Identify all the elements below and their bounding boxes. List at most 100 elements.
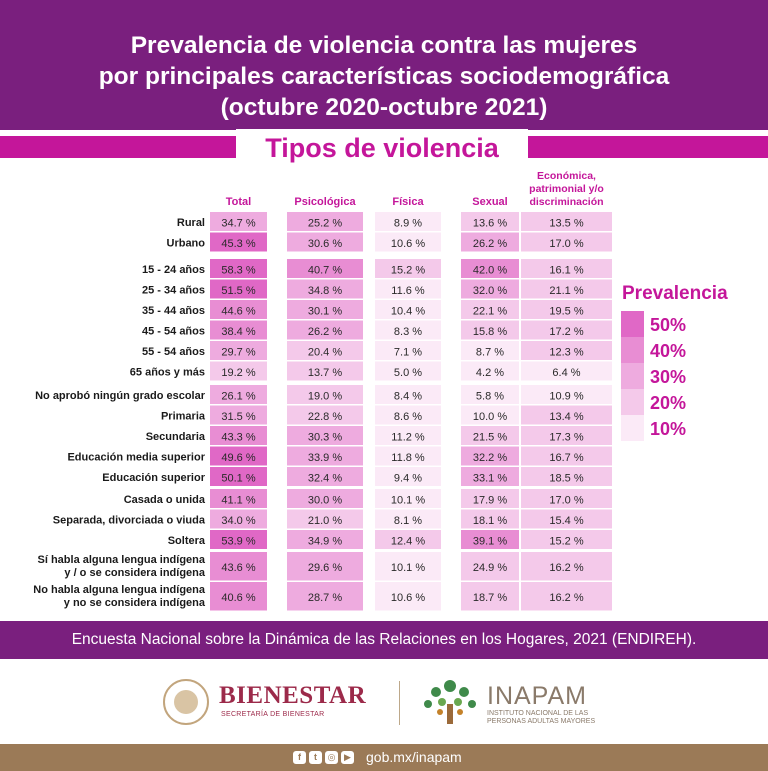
cell-value: 34.8 %: [308, 285, 342, 297]
heat-cell: [210, 582, 267, 611]
row-label: 65 años y más: [130, 367, 205, 379]
heat-cell: [375, 582, 441, 611]
column-header: Física: [392, 196, 424, 208]
row-label: 25 - 34 años: [142, 285, 205, 297]
row-label: Educación media superior: [67, 452, 205, 464]
cell-value: 15.4 %: [549, 515, 583, 527]
heat-cell: [287, 446, 363, 466]
row-label: Casada o unida: [124, 494, 206, 506]
cell-value: 32.2 %: [473, 452, 507, 464]
row-label: Separada, divorciada o viuda: [53, 515, 206, 527]
youtube-icon[interactable]: ▶: [341, 751, 354, 764]
heat-cell: [521, 582, 612, 611]
cell-value: 26.2 %: [308, 326, 342, 338]
heat-cell: [210, 426, 267, 445]
cell-value: 8.4 %: [394, 390, 422, 402]
cell-value: 11.2 %: [391, 431, 425, 443]
row-label: 55 - 54 años: [142, 346, 205, 358]
cell-value: 26.2 %: [473, 238, 507, 250]
heat-cell: [287, 341, 363, 360]
inapam-logo-sub: INSTITUTO NACIONAL DE LAS PERSONAS ADULT…: [487, 710, 596, 725]
heat-cell: [461, 320, 519, 340]
column-header: Sexual: [472, 196, 507, 208]
cell-value: 44.6 %: [221, 305, 255, 317]
heat-cell: [461, 426, 519, 445]
heat-cell: [461, 552, 519, 581]
heat-cell: [210, 320, 267, 340]
source-footer: Encuesta Nacional sobre la Dinámica de l…: [0, 621, 768, 659]
instagram-icon[interactable]: ◎: [325, 751, 338, 764]
header-banner: Prevalencia de violencia contra las muje…: [0, 0, 768, 130]
heat-cell: [375, 385, 441, 404]
heat-cell: [210, 446, 267, 466]
legend-swatch: [621, 389, 644, 415]
heat-cell: [521, 446, 612, 466]
cell-value: 28.7 %: [308, 592, 342, 604]
cell-value: 15.8 %: [473, 326, 507, 338]
heat-cell: [521, 232, 612, 252]
cell-value: 17.9 %: [473, 494, 507, 506]
inapam-tree-icon: [424, 680, 476, 724]
bienestar-logo-name: BIENESTAR: [219, 682, 367, 709]
cell-value: 7.1 %: [394, 346, 422, 358]
cell-value: 19.2 %: [221, 367, 255, 379]
heat-cell: [210, 467, 267, 486]
cell-value: 50.1 %: [221, 472, 255, 484]
cell-value: 5.8 %: [476, 390, 504, 402]
cell-value: 13.5 %: [549, 217, 583, 229]
heat-cell: [375, 361, 441, 381]
heat-cell: [210, 232, 267, 252]
cell-value: 34.0 %: [221, 515, 255, 527]
cell-value: 30.0 %: [308, 494, 342, 506]
heat-cell: [210, 341, 267, 360]
heat-cell: [375, 552, 441, 581]
heat-cell: [461, 405, 519, 425]
cell-value: 18.7 %: [473, 592, 507, 604]
cell-value: 16.2 %: [549, 562, 583, 574]
heat-cell: [287, 361, 363, 381]
cell-value: 5.0 %: [394, 367, 422, 379]
row-label: No habla alguna lengua indígena y no se c…: [33, 584, 206, 609]
heat-cell: [461, 279, 519, 299]
cell-value: 41.1 %: [221, 494, 255, 506]
cell-value: 8.6 %: [394, 411, 422, 423]
heat-cell: [287, 279, 363, 299]
cell-value: 10.6 %: [391, 592, 425, 604]
website-link[interactable]: gob.mx/inapam: [366, 749, 462, 765]
heat-cell: [375, 279, 441, 299]
row-label: 15 - 24 años: [142, 264, 205, 276]
twitter-icon[interactable]: t: [309, 751, 322, 764]
heatmap-chart: Total Psicológica Física Sexual Económica, pa…: [33, 170, 686, 611]
heat-cell: [375, 446, 441, 466]
social-icons: f t ◎ ▶: [293, 751, 354, 764]
title-line-2: por principales características sociodem…: [98, 63, 670, 90]
cell-value: 22.1 %: [473, 305, 507, 317]
heat-cell: [287, 405, 363, 425]
heat-cell: [375, 426, 441, 445]
cell-value: 33.1 %: [473, 472, 507, 484]
seal-eagle-icon: [174, 690, 198, 714]
cell-value: 17.2 %: [549, 326, 583, 338]
heat-cell: [287, 552, 363, 581]
cell-value: 16.2 %: [549, 592, 583, 604]
cell-value: 29.6 %: [308, 562, 342, 574]
cell-value: 26.1 %: [221, 390, 255, 402]
cell-value: 10.0 %: [473, 411, 507, 423]
cell-value: 21.0 %: [308, 515, 342, 527]
heat-cell: [521, 385, 612, 404]
cell-value: 34.9 %: [308, 535, 342, 547]
cell-value: 21.1 %: [549, 285, 583, 297]
heat-cell: [287, 385, 363, 404]
row-label: Sí habla alguna lengua indígena y / o se …: [38, 554, 206, 579]
heat-cell: [210, 300, 267, 319]
heat-cell: [287, 426, 363, 445]
legend-swatch: [621, 337, 644, 363]
cell-value: 16.1 %: [549, 264, 583, 276]
legend-swatch: [621, 415, 644, 441]
title-line-3: (octubre 2020-octubre 2021): [220, 94, 548, 121]
bottom-bar: f t ◎ ▶ gob.mx/inapam: [0, 744, 768, 771]
cell-value: 49.6 %: [221, 452, 255, 464]
cell-value: 8.7 %: [476, 346, 504, 358]
facebook-icon[interactable]: f: [293, 751, 306, 764]
heat-cell: [287, 212, 363, 231]
